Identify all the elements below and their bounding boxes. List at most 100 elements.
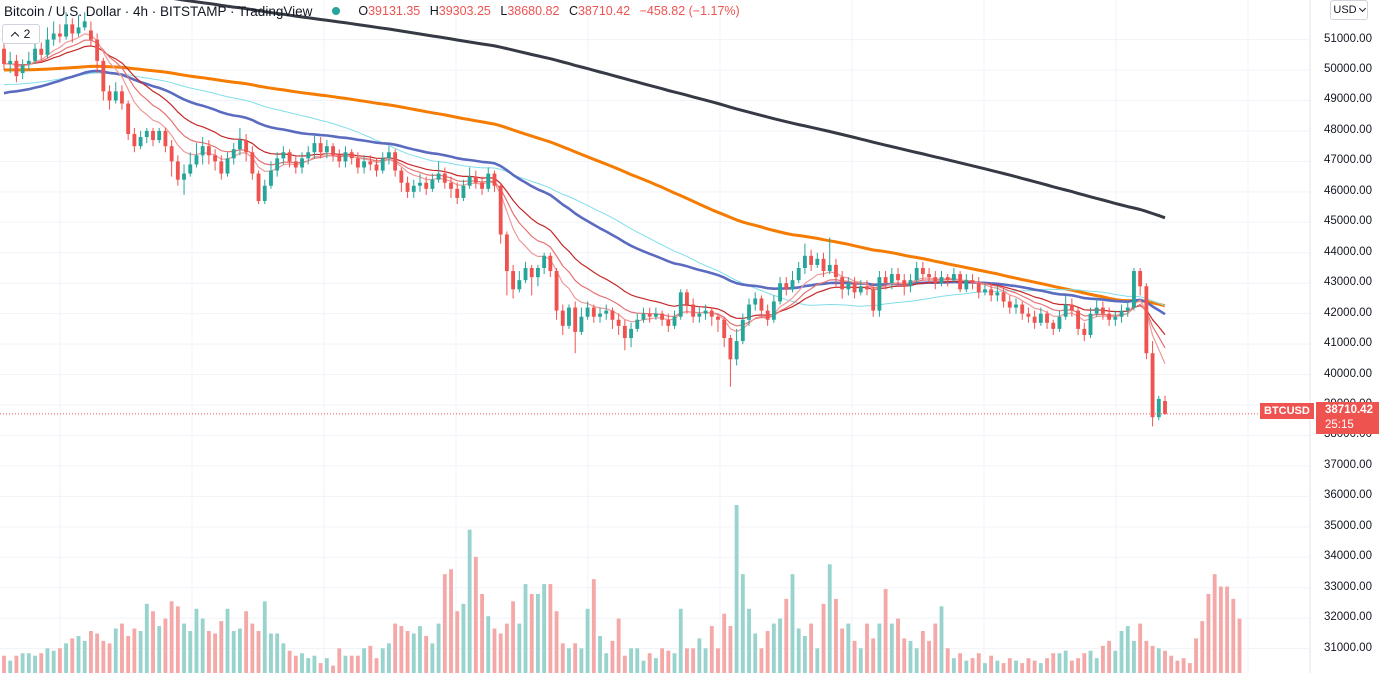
- candle-body: [827, 264, 832, 272]
- volume-bar: [324, 658, 329, 673]
- candle-body: [616, 319, 621, 326]
- candle-body: [983, 289, 987, 293]
- volume-bar: [1057, 653, 1062, 673]
- candle-body: [132, 133, 137, 147]
- candle-body: [33, 48, 37, 61]
- ema8-line: [3, 33, 1166, 365]
- candle-body: [442, 173, 447, 183]
- high-value: 39303.25: [438, 4, 491, 18]
- volume-bar: [703, 648, 708, 673]
- candle-body: [39, 48, 44, 55]
- candle-body: [256, 173, 261, 201]
- volume-bar: [424, 635, 429, 673]
- candle-body: [430, 179, 435, 189]
- candle-body: [809, 255, 814, 265]
- volume-bar: [951, 658, 956, 673]
- candle-body: [567, 307, 571, 326]
- volume-bar: [629, 648, 633, 673]
- volume-bar: [1169, 655, 1174, 673]
- candle-body: [939, 277, 944, 284]
- volume-bar: [405, 631, 410, 673]
- candle-body: [225, 158, 230, 174]
- volume-bar: [728, 626, 733, 673]
- volume-bar: [958, 653, 963, 673]
- volume-bar: [70, 638, 75, 673]
- price-tick: 37000.00: [1324, 458, 1372, 471]
- candle-body: [1150, 353, 1155, 418]
- candle-body: [20, 65, 25, 74]
- candle-body: [26, 60, 31, 64]
- candle-body: [368, 161, 373, 165]
- volume-bar: [194, 608, 199, 673]
- volume-bar: [76, 635, 81, 673]
- volume-bar: [610, 640, 615, 673]
- candle-body: [852, 283, 857, 293]
- candle-body: [703, 310, 708, 314]
- candle-body: [312, 143, 317, 153]
- volume-bar: [39, 653, 44, 673]
- volume-bar: [883, 589, 888, 673]
- candle-body: [889, 274, 894, 284]
- price-grid: [0, 0, 1310, 673]
- price-axis[interactable]: 51000.00 50000.00 49000.00 48000.00 47000.00…: [1310, 0, 1384, 673]
- candle-body: [641, 313, 646, 320]
- volume-bar: [622, 655, 627, 673]
- volume-bar: [1163, 650, 1167, 673]
- volume-bar: [169, 601, 174, 673]
- candle-body: [1038, 313, 1043, 323]
- volume-bar: [355, 655, 360, 673]
- candle-body: [182, 173, 186, 180]
- candle-body: [64, 24, 69, 37]
- candle-body: [113, 91, 118, 101]
- volume-bar: [467, 529, 472, 673]
- volume-bar: [511, 601, 516, 673]
- volume-bar: [250, 623, 255, 673]
- volume-bar: [660, 648, 665, 673]
- volume-bar: [1020, 663, 1025, 673]
- candle-body: [349, 152, 354, 159]
- candle-body: [511, 271, 516, 290]
- candle-body: [536, 267, 540, 278]
- volume-bar: [945, 648, 950, 673]
- volume-bar: [678, 608, 683, 673]
- ohlc-values: O39131.35 H39303.25 L38680.82 C38710.42 …: [358, 4, 740, 18]
- volume-bar: [995, 660, 1000, 673]
- price-tick: 46000.00: [1324, 184, 1372, 197]
- candle-body: [1076, 310, 1081, 329]
- volume-bar: [101, 640, 106, 673]
- volume-bar: [579, 648, 584, 673]
- volume-bar: [436, 623, 441, 673]
- candle-body: [498, 185, 503, 235]
- volume-bar: [473, 556, 478, 673]
- candle-body: [380, 158, 385, 171]
- volume-bar: [1144, 640, 1149, 673]
- candle-body: [579, 316, 584, 332]
- indicators-collapse-button[interactable]: 2: [2, 24, 40, 44]
- candle-body: [635, 319, 640, 329]
- volume-bar: [970, 658, 975, 673]
- candle-body: [337, 155, 342, 162]
- volume-bar: [554, 611, 559, 673]
- volume-bar: [1026, 658, 1031, 673]
- volume-bar: [939, 606, 944, 673]
- volume-bar: [1051, 653, 1056, 673]
- candle-body: [709, 310, 714, 317]
- symbol-title[interactable]: Bitcoin / U.S. Dollar · 4h · BITSTAMP · …: [4, 3, 313, 19]
- candle-body: [871, 289, 876, 311]
- volume-bar: [430, 643, 435, 673]
- price-tick: 43000.00: [1324, 276, 1372, 289]
- volume-bar: [238, 628, 242, 673]
- volume-bar: [461, 603, 466, 673]
- volume-bar: [14, 655, 19, 673]
- volume-bar: [1187, 663, 1192, 673]
- currency-select[interactable]: USD: [1330, 0, 1368, 20]
- candle-body: [287, 152, 292, 162]
- candle-body: [355, 158, 360, 168]
- candle-body: [107, 91, 112, 101]
- candle-body: [200, 146, 205, 156]
- candle-body: [945, 277, 950, 281]
- volume-bar: [200, 618, 205, 673]
- volume-bar: [542, 584, 547, 673]
- ema13-line: [3, 39, 1166, 349]
